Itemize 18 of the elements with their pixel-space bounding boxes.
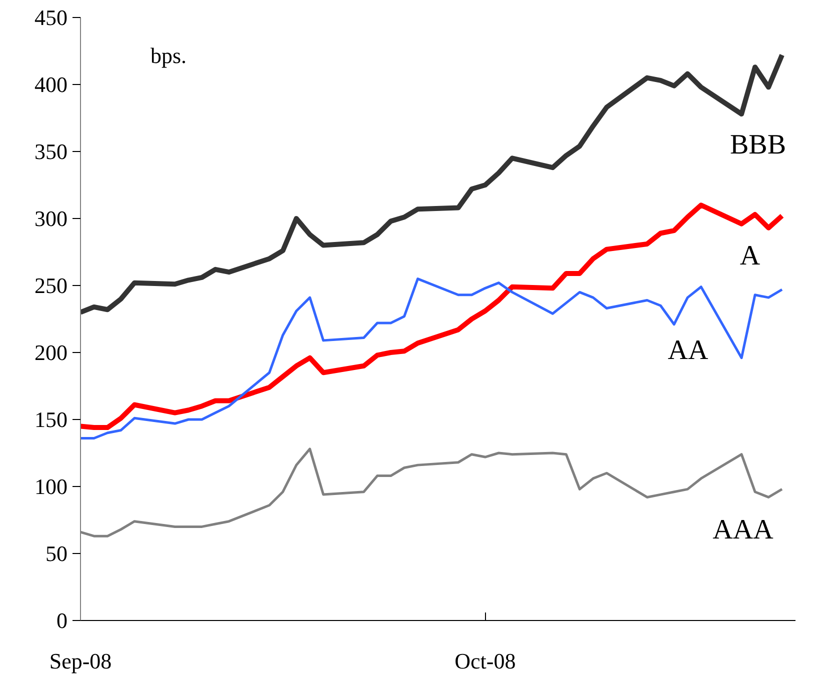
series-label: BBB <box>730 130 786 161</box>
annotation: bps. <box>150 43 187 68</box>
line-series <box>80 278 784 440</box>
y-tick-label: 300 <box>34 206 68 231</box>
y-tick-label: 450 <box>34 5 68 30</box>
x-tick-label: Oct-08 <box>454 648 516 674</box>
series-label: AA <box>668 335 710 366</box>
y-tick-label: 150 <box>34 407 68 432</box>
y-tick-label: 0 <box>56 608 68 633</box>
y-tick-label: 400 <box>34 72 68 97</box>
y-tick-label: 50 <box>46 541 68 566</box>
y-tick-label: 100 <box>34 474 68 499</box>
y-tick-label: 350 <box>34 139 68 164</box>
y-tick-label: 200 <box>34 340 68 365</box>
x-tick-label: Sep-08 <box>49 648 112 674</box>
y-tick-label: 250 <box>34 273 68 298</box>
series-label: AAA <box>712 514 774 546</box>
series-label: A <box>740 240 761 272</box>
